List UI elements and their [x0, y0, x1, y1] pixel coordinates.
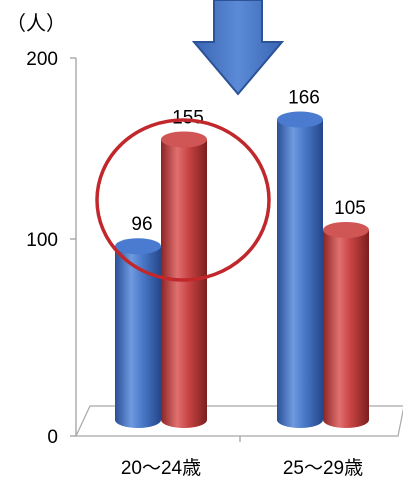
bar-1-1: [323, 221, 369, 428]
bar-0-0: [115, 238, 161, 428]
chart-floor: [75, 405, 403, 437]
bar-value-label: 105: [334, 198, 366, 219]
bar-top: [161, 131, 207, 148]
x-category-label: 25～29歳: [283, 457, 363, 479]
bar-top: [323, 221, 369, 238]
bar-body: [277, 119, 323, 428]
bar-value-label: 155: [172, 107, 204, 128]
y-axis-unit-label: （人）: [6, 12, 66, 35]
bar-body: [161, 139, 207, 428]
bar-top: [115, 238, 161, 255]
down-arrow-icon: [191, 0, 285, 96]
value-labels: 96 155 166 105: [131, 88, 365, 236]
bar-1-0: [277, 111, 323, 428]
y-tick-label: 0: [47, 427, 58, 448]
highlight-ellipse: [95, 118, 271, 282]
axes: [75, 58, 403, 442]
bar-0-1: [161, 131, 207, 428]
bar-value-label: 166: [288, 88, 320, 109]
y-tick-label: 200: [26, 49, 58, 70]
bar-body: [115, 246, 161, 428]
bar-body: [323, 229, 369, 428]
category-labels: 20～24歳 25～29歳: [121, 457, 363, 479]
bar-value-label: 96: [131, 214, 152, 235]
bars: [115, 111, 369, 428]
x-category-label: 20～24歳: [121, 457, 201, 479]
y-axis-ticks: 0 100 200: [26, 49, 76, 448]
y-tick-label: 100: [26, 230, 58, 251]
bar-top: [277, 111, 323, 128]
